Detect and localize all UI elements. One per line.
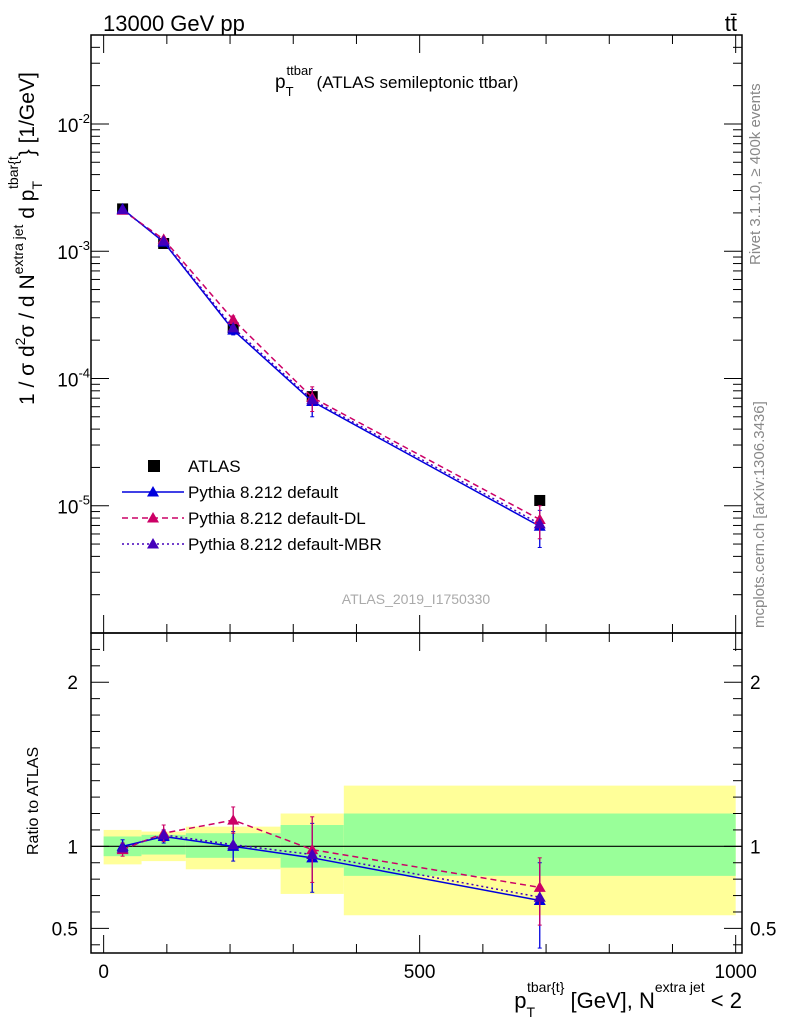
legend-label: Pythia 8.212 default-MBR (188, 535, 382, 554)
main-y-label-p2: 2 (12, 337, 28, 345)
main-y-label-p6: T (29, 181, 45, 190)
data-point-mc (227, 313, 240, 325)
header-left-title: 13000 GeV pp (103, 11, 245, 36)
main-plot-lines (116, 202, 546, 548)
main-y-label-p7: tbar{t (5, 156, 21, 189)
ratio-axes: 0.5 0.5 1 1 2 2 0 500 1000 (52, 632, 776, 983)
ratio-point (116, 841, 129, 853)
x-label-p7: < 2 (705, 988, 742, 1013)
main-y-label-p5: d p (16, 190, 39, 225)
header-right-title: tt̄ (725, 11, 737, 36)
x-axis-label: pTtbar{t} [GeV], Nextra jet < 2 (514, 979, 742, 1020)
legend: ATLAS Pythia 8.212 default Pythia 8.212 de… (122, 457, 382, 554)
legend-marker-square (148, 460, 160, 472)
plot-title: pTttbar(ATLAS semileptonic ttbar) (275, 63, 518, 99)
main-y-label-p1: 1 / σ d (16, 345, 39, 405)
ratio-y-tick-label: 0.5 (52, 919, 78, 940)
ratio-y-tick-label-right: 0.5 (750, 919, 776, 940)
x-label-p2: T (526, 1004, 535, 1020)
main-y-tick-label: 10-5 (57, 493, 90, 519)
legend-label: Pythia 8.212 default-DL (188, 509, 366, 528)
mcplots-label: mcplots.cern.ch [arXiv:1306.3436] (751, 401, 768, 628)
main-y-label-p3: σ / d N (16, 274, 39, 337)
legend-label: Pythia 8.212 default (188, 483, 339, 502)
plot-title-sub: T (286, 84, 294, 99)
data-point-mc (227, 321, 240, 333)
main-y-tick-label: 10-3 (57, 238, 90, 264)
ratio-point (157, 828, 170, 840)
data-point-mc (157, 235, 170, 246)
plot-title-sup: ttbar (287, 63, 314, 78)
ratio-y-tick-label-right: 1 (750, 837, 761, 858)
plot-title-rest: (ATLAS semileptonic ttbar) (317, 73, 519, 92)
main-axes: 10-5 10-4 10-3 10-2 (57, 34, 743, 634)
main-y-tick-label: 10-4 (57, 365, 90, 391)
series-line-2 (122, 209, 541, 521)
data-point-atlas (534, 494, 546, 506)
main-y-label: 1 / σ d2σ / d Nextra jet d pTtbar{t} [1/… (5, 72, 45, 405)
data-point-mc (533, 517, 546, 529)
ratio-y-tick-label: 1 (67, 837, 78, 858)
data-point-mc (116, 203, 129, 215)
series-line-3 (122, 209, 541, 525)
ratio-plot-lines (116, 806, 546, 949)
ratio-y-tick-label-right: 2 (750, 673, 761, 694)
x-tick-label: 1000 (715, 962, 757, 983)
ratio-y-label: Ratio to ATLAS (25, 747, 42, 855)
main-y-tick-label: 10-2 (57, 111, 90, 137)
x-label-p3: tbar{t (527, 979, 560, 995)
x-label-p1: p (514, 988, 526, 1013)
x-tick-label: 500 (404, 962, 436, 983)
ratio-point (227, 838, 240, 850)
plot-title-main: p (275, 72, 286, 93)
rivet-label: Rivet 3.1.10, ≥ 400k events (747, 83, 764, 265)
ratio-line-3 (122, 834, 540, 898)
main-y-label-p8: } [1/GeV] (16, 72, 39, 156)
legend-marker-triangle (147, 486, 159, 497)
main-y-label-p4: extra jet (10, 224, 26, 274)
ratio-y-tick-label: 2 (67, 673, 78, 694)
x-tick-label: 0 (98, 962, 109, 983)
ratio-bands (91, 785, 742, 916)
x-label-p6: extra jet (655, 979, 705, 995)
series-line-1 (122, 208, 541, 527)
ratio-point (533, 881, 546, 892)
ratio-frame (90, 632, 743, 954)
legend-label: ATLAS (188, 457, 241, 476)
data-point-mc (306, 393, 319, 405)
legend-marker-triangle (147, 538, 159, 549)
ratio-point (227, 814, 240, 825)
x-label-p5: [GeV], N (564, 988, 654, 1013)
legend-marker-triangle (147, 512, 159, 523)
watermark: ATLAS_2019_I1750330 (342, 591, 491, 607)
ratio-point (306, 848, 319, 860)
x-label-p4: } (560, 979, 565, 995)
ratio-point (533, 891, 546, 902)
